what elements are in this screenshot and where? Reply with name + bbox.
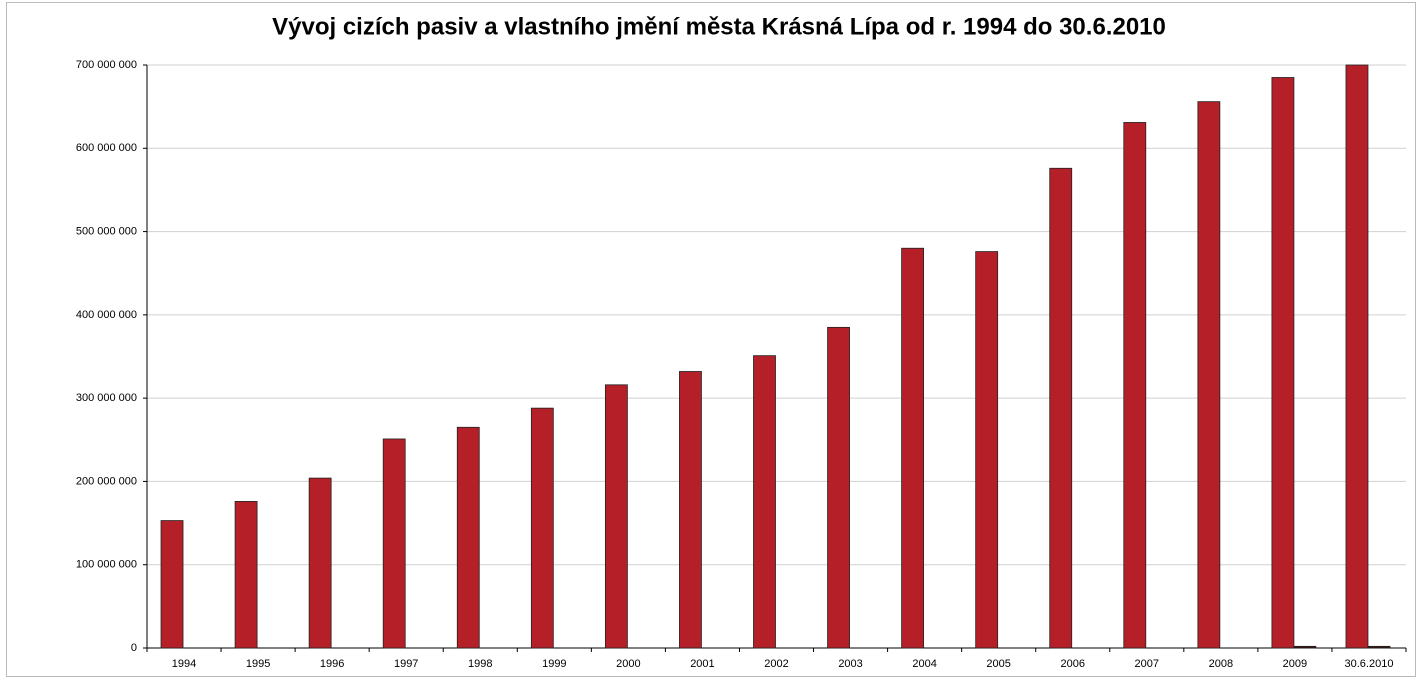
x-tick-label: 1995: [246, 658, 270, 670]
x-tick-label: 1998: [468, 658, 492, 670]
bar: [456, 426, 480, 649]
bar: [753, 355, 776, 649]
x-tick-label: 2000: [616, 658, 640, 670]
x-tick-label: 2003: [838, 658, 862, 670]
bar: [1123, 122, 1147, 649]
bar: [604, 384, 628, 649]
x-tick-label: 2006: [1060, 658, 1084, 670]
bar: [1271, 77, 1295, 649]
x-tick-label: 2008: [1209, 658, 1233, 670]
x-tick-label: 2001: [690, 658, 714, 670]
bar: [827, 326, 850, 649]
x-tick-label: 2002: [764, 658, 788, 670]
bar: [679, 371, 702, 649]
bar: [901, 247, 925, 649]
x-tick-label: 1997: [394, 658, 418, 670]
y-tick-label: 600 000 000: [76, 142, 137, 154]
y-tick-label: 0: [131, 642, 137, 654]
y-tick-label: 100 000 000: [76, 559, 137, 571]
x-tick-label: 2005: [986, 658, 1010, 670]
bar: [1345, 64, 1369, 649]
y-tick-label: 400 000 000: [76, 309, 137, 321]
y-tick-label: 500 000 000: [76, 225, 137, 237]
bar: [975, 251, 999, 649]
bar: [234, 501, 258, 649]
y-tick-label: 300 000 000: [76, 392, 137, 404]
x-tick-label: 2007: [1135, 658, 1159, 670]
x-tick-label: 1996: [320, 658, 344, 670]
y-tick-label: 200 000 000: [76, 475, 137, 487]
x-tick-label: 1999: [542, 658, 566, 670]
bar: [382, 438, 406, 649]
chart-title: Vývoj cizích pasiv a vlastního jmění měs…: [272, 13, 1166, 40]
y-tick-label: 700 000 000: [76, 59, 137, 71]
x-tick-label: 1994: [172, 658, 196, 670]
bar: [530, 407, 554, 649]
bar: [1049, 167, 1073, 649]
bar: [1293, 645, 1317, 649]
bar: [160, 520, 184, 649]
bar: [1367, 645, 1391, 649]
bar: [1197, 101, 1221, 649]
x-tick-label: 2004: [912, 658, 936, 670]
x-tick-label: 30.6.2010: [1345, 658, 1394, 670]
bar: [308, 477, 332, 649]
x-tick-label: 2009: [1283, 658, 1307, 670]
